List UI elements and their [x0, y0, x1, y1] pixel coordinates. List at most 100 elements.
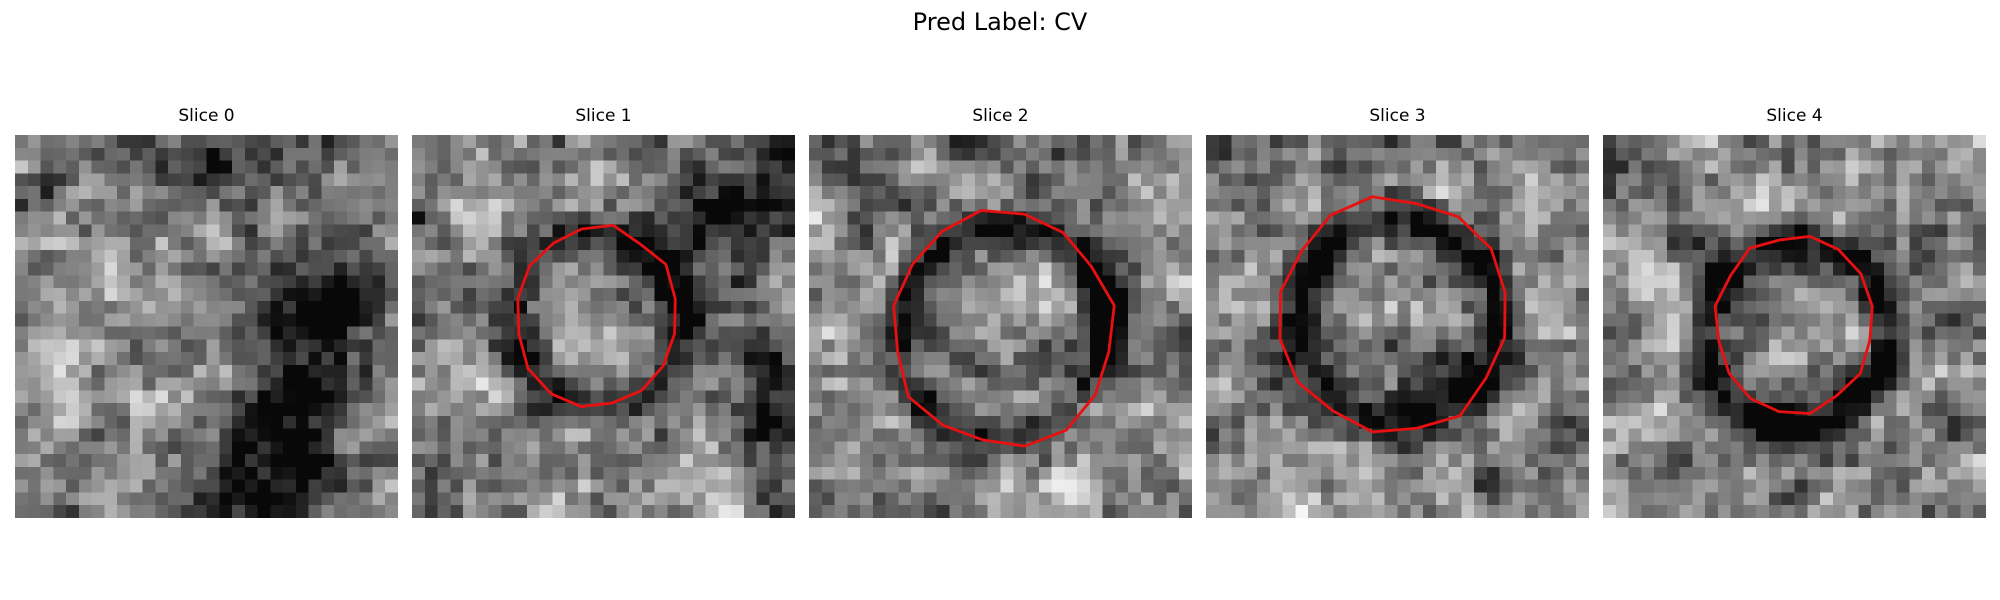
- image-pixel: [565, 339, 579, 353]
- image-pixel: [1051, 466, 1065, 480]
- image-pixel: [450, 403, 464, 417]
- image-pixel: [974, 415, 988, 429]
- image-pixel: [911, 275, 925, 289]
- image-pixel: [949, 313, 963, 327]
- image-pixel: [1615, 505, 1629, 518]
- image-pixel: [987, 479, 1001, 493]
- image-pixel: [66, 300, 80, 314]
- image-pixel: [1423, 466, 1437, 480]
- image-pixel: [705, 211, 719, 225]
- image-pixel: [219, 186, 233, 200]
- image-pixel: [1231, 275, 1245, 289]
- image-pixel: [1512, 326, 1526, 340]
- image-pixel: [923, 135, 937, 149]
- image-pixel: [1384, 160, 1398, 174]
- image-pixel: [168, 135, 182, 149]
- image-pixel: [488, 300, 502, 314]
- image-pixel: [168, 415, 182, 429]
- image-pixel: [526, 479, 540, 493]
- image-pixel: [1909, 288, 1923, 302]
- image-pixel: [743, 326, 757, 340]
- image-pixel: [1628, 135, 1642, 149]
- image-pixel: [1628, 466, 1642, 480]
- image-pixel: [616, 288, 630, 302]
- image-pixel: [539, 186, 553, 200]
- image-pixel: [1525, 237, 1539, 251]
- image-pixel: [1934, 237, 1948, 251]
- image-pixel: [1359, 173, 1373, 187]
- image-pixel: [667, 441, 681, 455]
- image-pixel: [1679, 466, 1693, 480]
- image-pixel: [1705, 492, 1719, 506]
- image-pixel: [1768, 147, 1782, 161]
- image-pixel: [1743, 313, 1757, 327]
- image-pixel: [526, 211, 540, 225]
- image-pixel: [603, 147, 617, 161]
- image-pixel: [1089, 160, 1103, 174]
- image-pixel: [987, 403, 1001, 417]
- image-pixel: [731, 211, 745, 225]
- image-pixel: [1807, 505, 1821, 518]
- image-pixel: [142, 377, 156, 391]
- image-pixel: [412, 479, 426, 493]
- image-pixel: [475, 454, 489, 468]
- image-pixel: [1973, 492, 1986, 506]
- image-pixel: [270, 466, 284, 480]
- image-pixel: [1166, 224, 1180, 238]
- image-pixel: [219, 300, 233, 314]
- image-pixel: [104, 300, 118, 314]
- image-pixel: [1832, 403, 1846, 417]
- image-pixel: [1563, 211, 1577, 225]
- image-pixel: [1512, 288, 1526, 302]
- image-pixel: [1947, 364, 1961, 378]
- image-pixel: [1922, 377, 1936, 391]
- image-pixel: [756, 441, 770, 455]
- image-pixel: [872, 275, 886, 289]
- image-pixel: [1257, 390, 1271, 404]
- image-pixel: [616, 186, 630, 200]
- image-pixel: [346, 364, 360, 378]
- image-pixel: [1563, 288, 1577, 302]
- image-pixel: [270, 173, 284, 187]
- image-pixel: [1333, 186, 1347, 200]
- image-pixel: [1026, 352, 1040, 366]
- image-pixel: [987, 237, 1001, 251]
- image-pixel: [1692, 237, 1706, 251]
- image-pixel: [1051, 300, 1065, 314]
- image-pixel: [1000, 479, 1014, 493]
- image-pixel: [1820, 224, 1834, 238]
- image-pixel: [552, 428, 566, 442]
- image-pixel: [27, 364, 41, 378]
- image-pixel: [1934, 479, 1948, 493]
- image-pixel: [860, 237, 874, 251]
- image-pixel: [334, 186, 348, 200]
- image-pixel: [180, 352, 194, 366]
- image-pixel: [1807, 492, 1821, 506]
- image-pixel: [1717, 377, 1731, 391]
- image-pixel: [117, 147, 131, 161]
- image-pixel: [1115, 224, 1129, 238]
- image-pixel: [705, 505, 719, 518]
- image-pixel: [1474, 147, 1488, 161]
- image-pixel: [66, 364, 80, 378]
- image-pixel: [1756, 377, 1770, 391]
- image-pixel: [1179, 262, 1192, 276]
- image-pixel: [257, 454, 271, 468]
- image-pixel: [565, 313, 579, 327]
- image-pixel: [1346, 249, 1360, 263]
- image-pixel: [40, 262, 54, 276]
- image-pixel: [1794, 160, 1808, 174]
- image-pixel: [1909, 454, 1923, 468]
- image-pixel: [129, 352, 143, 366]
- image-pixel: [1308, 224, 1322, 238]
- image-pixel: [244, 147, 258, 161]
- image-pixel: [1486, 224, 1500, 238]
- image-pixel: [514, 211, 528, 225]
- image-pixel: [1474, 403, 1488, 417]
- image-pixel: [1244, 479, 1258, 493]
- image-pixel: [565, 326, 579, 340]
- image-pixel: [565, 186, 579, 200]
- image-pixel: [437, 454, 451, 468]
- image-pixel: [180, 135, 194, 149]
- image-pixel: [244, 249, 258, 263]
